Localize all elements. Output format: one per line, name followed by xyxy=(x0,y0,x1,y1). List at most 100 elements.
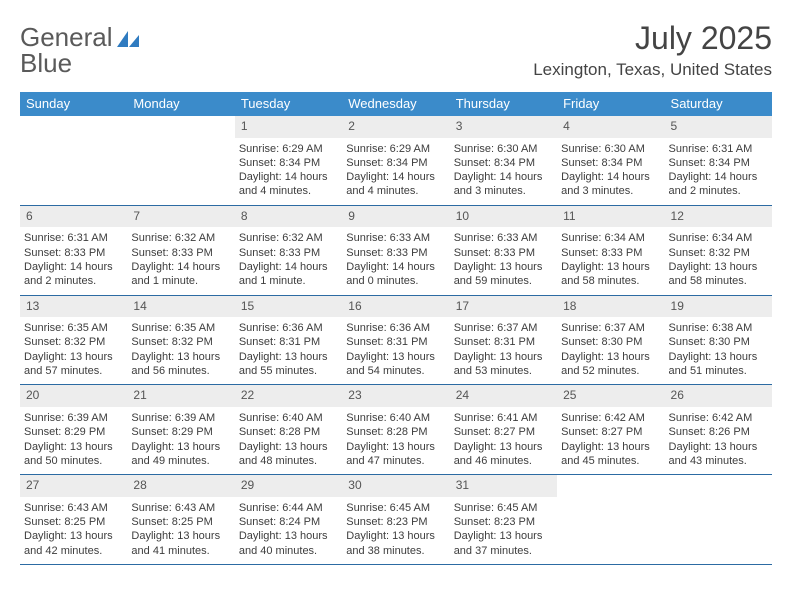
sunrise-text: Sunrise: 6:37 AM xyxy=(561,321,660,335)
day-number: 28 xyxy=(127,475,234,497)
calendar-grid: Sunday Monday Tuesday Wednesday Thursday… xyxy=(20,92,772,565)
sunset-text: Sunset: 8:30 PM xyxy=(669,335,768,349)
sunrise-text: Sunrise: 6:42 AM xyxy=(561,411,660,425)
sunset-text: Sunset: 8:25 PM xyxy=(24,515,123,529)
day-number: 15 xyxy=(235,296,342,318)
daylight-text: Daylight: 13 hours and 47 minutes. xyxy=(346,440,445,469)
sunset-text: Sunset: 8:27 PM xyxy=(454,425,553,439)
daylight-text: Daylight: 13 hours and 58 minutes. xyxy=(669,260,768,289)
sunset-text: Sunset: 8:32 PM xyxy=(669,246,768,260)
day-number: 22 xyxy=(235,385,342,407)
daylight-text: Daylight: 13 hours and 46 minutes. xyxy=(454,440,553,469)
day-cell: 15Sunrise: 6:36 AMSunset: 8:31 PMDayligh… xyxy=(235,296,342,385)
sunset-text: Sunset: 8:34 PM xyxy=(239,156,338,170)
sunset-text: Sunset: 8:34 PM xyxy=(454,156,553,170)
day-number: 5 xyxy=(665,116,772,138)
day-number: 29 xyxy=(235,475,342,497)
day-cell: 28Sunrise: 6:43 AMSunset: 8:25 PMDayligh… xyxy=(127,475,234,564)
day-cell: 19 Sunrise: 6:38 AMSunset: 8:30 PMDayligh… xyxy=(665,296,772,385)
day-cell: 22Sunrise: 6:40 AMSunset: 8:28 PMDayligh… xyxy=(235,385,342,474)
day-number: 18 xyxy=(557,296,664,318)
day-details: Sunrise: 6:33 AMSunset: 8:33 PMDaylight:… xyxy=(342,231,449,288)
day-details: Sunrise: 6:34 AMSunset: 8:32 PMDaylight:… xyxy=(665,231,772,288)
logo-text-b: Blue xyxy=(20,48,72,79)
daylight-text: Daylight: 13 hours and 58 minutes. xyxy=(561,260,660,289)
day-details: Sunrise: 6:39 AMSunset: 8:29 PMDaylight:… xyxy=(127,411,234,468)
day-number: 1 xyxy=(235,116,342,138)
day-number: 30 xyxy=(342,475,449,497)
sunrise-text: Sunrise: 6:32 AM xyxy=(131,231,230,245)
daylight-text: Daylight: 13 hours and 43 minutes. xyxy=(669,440,768,469)
day-number: 14 xyxy=(127,296,234,318)
day-details: Sunrise: 6:32 AMSunset: 8:33 PMDaylight:… xyxy=(235,231,342,288)
day-details: Sunrise: 6:29 AMSunset: 8:34 PMDaylight:… xyxy=(235,142,342,199)
sunset-text: Sunset: 8:32 PM xyxy=(24,335,123,349)
day-number: 16 xyxy=(342,296,449,318)
day-cell: 30Sunrise: 6:45 AMSunset: 8:23 PMDayligh… xyxy=(342,475,449,564)
sunrise-text: Sunrise: 6:40 AM xyxy=(239,411,338,425)
dow-wednesday: Wednesday xyxy=(342,92,449,116)
day-number: 31 xyxy=(450,475,557,497)
day-number: 19 xyxy=(665,296,772,318)
sunrise-text: Sunrise: 6:34 AM xyxy=(669,231,768,245)
sunset-text: Sunset: 8:31 PM xyxy=(346,335,445,349)
day-details: Sunrise: 6:38 AMSunset: 8:30 PMDaylight:… xyxy=(665,321,772,378)
sunset-text: Sunset: 8:26 PM xyxy=(669,425,768,439)
month-title: July 2025 xyxy=(533,22,772,54)
day-number: 4 xyxy=(557,116,664,138)
day-cell xyxy=(127,116,234,205)
day-number: 26 xyxy=(665,385,772,407)
sunrise-text: Sunrise: 6:29 AM xyxy=(346,142,445,156)
day-details: Sunrise: 6:42 AMSunset: 8:26 PMDaylight:… xyxy=(665,411,772,468)
calendar-page: General July 2025 Lexington, Texas, Unit… xyxy=(0,0,792,612)
day-details: Sunrise: 6:42 AMSunset: 8:27 PMDaylight:… xyxy=(557,411,664,468)
sunset-text: Sunset: 8:33 PM xyxy=(131,246,230,260)
day-details: Sunrise: 6:30 AMSunset: 8:34 PMDaylight:… xyxy=(450,142,557,199)
day-number: 7 xyxy=(127,206,234,228)
sunrise-text: Sunrise: 6:32 AM xyxy=(239,231,338,245)
day-number: 6 xyxy=(20,206,127,228)
sunrise-text: Sunrise: 6:33 AM xyxy=(454,231,553,245)
sunrise-text: Sunrise: 6:35 AM xyxy=(24,321,123,335)
day-cell: 4 Sunrise: 6:30 AMSunset: 8:34 PMDaylight… xyxy=(557,116,664,205)
day-details: Sunrise: 6:37 AMSunset: 8:31 PMDaylight:… xyxy=(450,321,557,378)
daylight-text: Daylight: 13 hours and 59 minutes. xyxy=(454,260,553,289)
sunrise-text: Sunrise: 6:45 AM xyxy=(454,501,553,515)
dow-monday: Monday xyxy=(127,92,234,116)
day-of-week-header: Sunday Monday Tuesday Wednesday Thursday… xyxy=(20,92,772,116)
title-block: July 2025 Lexington, Texas, United State… xyxy=(533,22,772,80)
day-cell: 24Sunrise: 6:41 AMSunset: 8:27 PMDayligh… xyxy=(450,385,557,474)
daylight-text: Daylight: 13 hours and 41 minutes. xyxy=(131,529,230,558)
sunrise-text: Sunrise: 6:34 AM xyxy=(561,231,660,245)
sunrise-text: Sunrise: 6:42 AM xyxy=(669,411,768,425)
day-cell: 21Sunrise: 6:39 AMSunset: 8:29 PMDayligh… xyxy=(127,385,234,474)
sunset-text: Sunset: 8:29 PM xyxy=(24,425,123,439)
day-details: Sunrise: 6:43 AMSunset: 8:25 PMDaylight:… xyxy=(20,501,127,558)
day-details: Sunrise: 6:37 AMSunset: 8:30 PMDaylight:… xyxy=(557,321,664,378)
daylight-text: Daylight: 14 hours and 4 minutes. xyxy=(239,170,338,199)
day-cell: 25Sunrise: 6:42 AMSunset: 8:27 PMDayligh… xyxy=(557,385,664,474)
day-cell: 29Sunrise: 6:44 AMSunset: 8:24 PMDayligh… xyxy=(235,475,342,564)
sunrise-text: Sunrise: 6:43 AM xyxy=(24,501,123,515)
dow-saturday: Saturday xyxy=(665,92,772,116)
sunset-text: Sunset: 8:34 PM xyxy=(561,156,660,170)
sunset-text: Sunset: 8:34 PM xyxy=(669,156,768,170)
day-cell: 16Sunrise: 6:36 AMSunset: 8:31 PMDayligh… xyxy=(342,296,449,385)
day-cell: 9Sunrise: 6:33 AMSunset: 8:33 PMDaylight… xyxy=(342,206,449,295)
day-number: 20 xyxy=(20,385,127,407)
day-cell: 7 Sunrise: 6:32 AMSunset: 8:33 PMDaylight… xyxy=(127,206,234,295)
day-details: Sunrise: 6:29 AMSunset: 8:34 PMDaylight:… xyxy=(342,142,449,199)
daylight-text: Daylight: 14 hours and 1 minute. xyxy=(131,260,230,289)
day-cell: 18 Sunrise: 6:37 AMSunset: 8:30 PMDayligh… xyxy=(557,296,664,385)
day-details: Sunrise: 6:31 AMSunset: 8:34 PMDaylight:… xyxy=(665,142,772,199)
sunset-text: Sunset: 8:23 PM xyxy=(346,515,445,529)
day-number: 17 xyxy=(450,296,557,318)
sunset-text: Sunset: 8:28 PM xyxy=(346,425,445,439)
day-details: Sunrise: 6:39 AMSunset: 8:29 PMDaylight:… xyxy=(20,411,127,468)
day-number: 8 xyxy=(235,206,342,228)
day-cell: 23Sunrise: 6:40 AMSunset: 8:28 PMDayligh… xyxy=(342,385,449,474)
sunrise-text: Sunrise: 6:33 AM xyxy=(346,231,445,245)
daylight-text: Daylight: 14 hours and 2 minutes. xyxy=(24,260,123,289)
day-details: Sunrise: 6:30 AMSunset: 8:34 PMDaylight:… xyxy=(557,142,664,199)
day-number: 13 xyxy=(20,296,127,318)
